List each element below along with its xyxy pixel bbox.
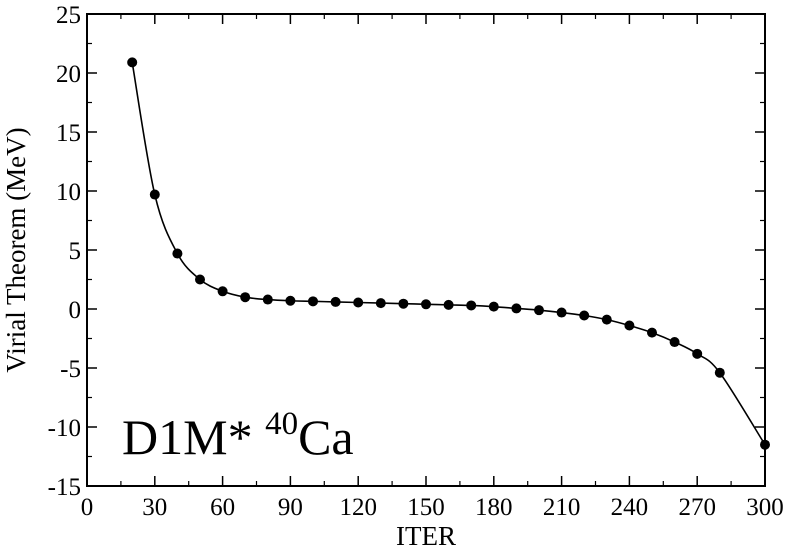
- data-point: [262, 294, 273, 305]
- x-tick-label: 270: [678, 494, 716, 521]
- data-point: [760, 439, 770, 450]
- data-point: [692, 348, 703, 359]
- annotation-superscript: 40: [265, 406, 298, 442]
- x-tick-label: 210: [543, 494, 581, 521]
- x-tick-label: 60: [210, 494, 235, 521]
- y-tick-label: 15: [56, 120, 81, 147]
- data-point: [353, 297, 364, 308]
- data-point: [240, 292, 251, 303]
- y-tick-label: -10: [48, 415, 81, 442]
- data-point: [534, 305, 544, 316]
- y-tick-labels: -15 -10 -5 0 5 10 15 20 25: [48, 2, 81, 501]
- x-tick-label: 180: [475, 494, 513, 521]
- data-point: [601, 314, 612, 325]
- x-tick-label: 300: [746, 494, 784, 521]
- data-point: [127, 57, 138, 68]
- x-tick-labels: 0 30 60 90 120 150 180 210 240 270 300: [81, 494, 784, 521]
- data-point: [149, 189, 160, 200]
- data-point: [669, 337, 680, 348]
- y-tick-label: 10: [56, 179, 81, 206]
- x-axis-label: ITER: [396, 521, 456, 547]
- y-tick-label: -15: [48, 474, 81, 501]
- data-point: [466, 300, 477, 311]
- y-tick-label: 0: [69, 297, 82, 324]
- x-tick-label: 240: [611, 494, 649, 521]
- y-tick-label: 20: [56, 61, 81, 88]
- axis-ticks: [86, 13, 766, 487]
- data-points: [127, 57, 770, 450]
- x-tick-label: 120: [339, 494, 377, 521]
- data-point: [217, 286, 228, 297]
- data-point: [511, 303, 522, 314]
- data-point: [647, 327, 657, 338]
- series-line: [131, 62, 766, 446]
- chart-annotation: D1M* 40Ca: [122, 406, 354, 465]
- x-tick-label: 0: [81, 494, 94, 521]
- data-point: [714, 367, 725, 378]
- x-tick-label: 150: [407, 494, 445, 521]
- y-tick-label: 5: [69, 238, 82, 265]
- y-tick-label: -5: [60, 356, 81, 383]
- annotation-element: Ca: [298, 409, 354, 465]
- data-point: [398, 298, 409, 309]
- annotation-main: D1M*: [122, 409, 265, 465]
- x-tick-label: 30: [142, 494, 167, 521]
- data-point: [172, 248, 183, 259]
- data-point: [285, 295, 296, 306]
- data-point: [330, 296, 341, 307]
- data-point: [488, 301, 499, 312]
- data-point: [421, 299, 431, 310]
- data-point: [579, 310, 590, 321]
- y-axis-label: Virial Theorem (MeV): [1, 127, 31, 372]
- data-point: [556, 307, 567, 318]
- data-point: [195, 274, 205, 285]
- x-tick-label: 90: [278, 494, 303, 521]
- data-point: [308, 296, 318, 307]
- data-point: [375, 298, 386, 309]
- data-point: [443, 299, 454, 310]
- data-point: [624, 320, 635, 331]
- y-tick-label: 25: [56, 2, 81, 29]
